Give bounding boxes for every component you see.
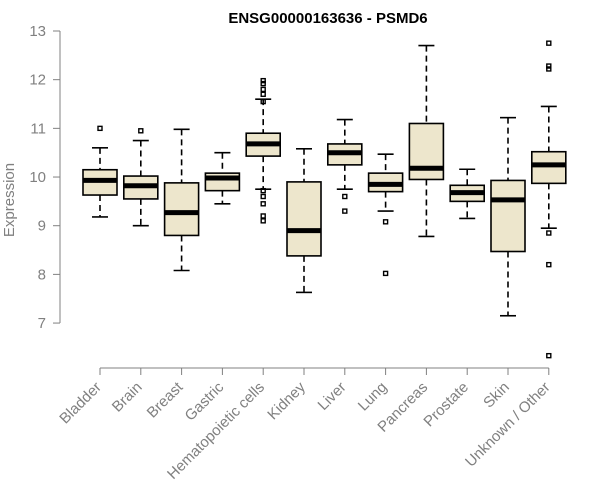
- outlier-point: [260, 91, 266, 97]
- outlier-point: [97, 125, 103, 132]
- outlier-point: [546, 63, 552, 69]
- outlier-point: [260, 187, 266, 194]
- box-kidney: [286, 147, 322, 294]
- x-tick-label: Bladder: [56, 379, 105, 428]
- y-tick-label: 10: [29, 169, 46, 186]
- y-tick-label: 8: [38, 266, 46, 283]
- outlier-point: [546, 352, 552, 359]
- box-prostate: [449, 168, 486, 220]
- x-tick-label: Prostate: [420, 379, 472, 431]
- outlier-point: [260, 98, 266, 105]
- outlier-point: [546, 230, 552, 236]
- box-unknown-other: [530, 40, 567, 359]
- chart-title: ENSG00000163636 - PSMD6: [228, 10, 427, 27]
- outlier-point: [546, 261, 552, 268]
- box-breast: [163, 128, 200, 272]
- x-tick-label: Lung: [355, 379, 391, 415]
- outlier-point: [260, 201, 266, 207]
- x-tick-label: Brain: [109, 379, 146, 416]
- outlier-point: [260, 218, 266, 224]
- y-axis: 7 8 9 10 11 12 13: [29, 23, 61, 332]
- y-axis-label: Expression: [1, 163, 18, 237]
- box-brain: [123, 128, 159, 227]
- x-tick-label: Kidney: [264, 378, 309, 423]
- box-liver: [326, 118, 363, 214]
- box-lung: [367, 153, 404, 277]
- box-iqr: [530, 150, 567, 185]
- box-iqr: [163, 182, 200, 237]
- y-tick-label: 9: [38, 218, 46, 235]
- box-iqr: [490, 179, 526, 253]
- outlier-point: [260, 80, 266, 87]
- outlier-point: [260, 193, 266, 200]
- y-tick-label: 12: [29, 72, 46, 89]
- box-iqr: [286, 181, 322, 257]
- x-tick-label: Skin: [480, 379, 513, 412]
- x-tick-label: Breast: [144, 378, 187, 421]
- box-pancreas: [408, 44, 445, 238]
- y-tick-label: 13: [29, 23, 46, 40]
- box-skin: [490, 116, 526, 317]
- y-tick-label: 7: [38, 315, 46, 332]
- outlier-point: [342, 208, 348, 214]
- box-gastric: [204, 151, 241, 205]
- box-hematopoietic-cells: [245, 77, 281, 224]
- boxes-group: [82, 40, 567, 359]
- outlier-point: [342, 193, 348, 200]
- outlier-point: [138, 128, 144, 134]
- outlier-point: [546, 66, 552, 72]
- outlier-point: [382, 270, 389, 277]
- y-tick-label: 11: [30, 120, 46, 137]
- outlier-point: [260, 213, 266, 219]
- outlier-point: [260, 86, 266, 93]
- x-tick-label: Liver: [315, 379, 350, 414]
- box-bladder: [82, 125, 118, 218]
- outlier-point: [546, 40, 552, 46]
- outlier-point: [260, 77, 266, 84]
- box-iqr: [408, 122, 445, 181]
- outlier-point: [382, 219, 389, 225]
